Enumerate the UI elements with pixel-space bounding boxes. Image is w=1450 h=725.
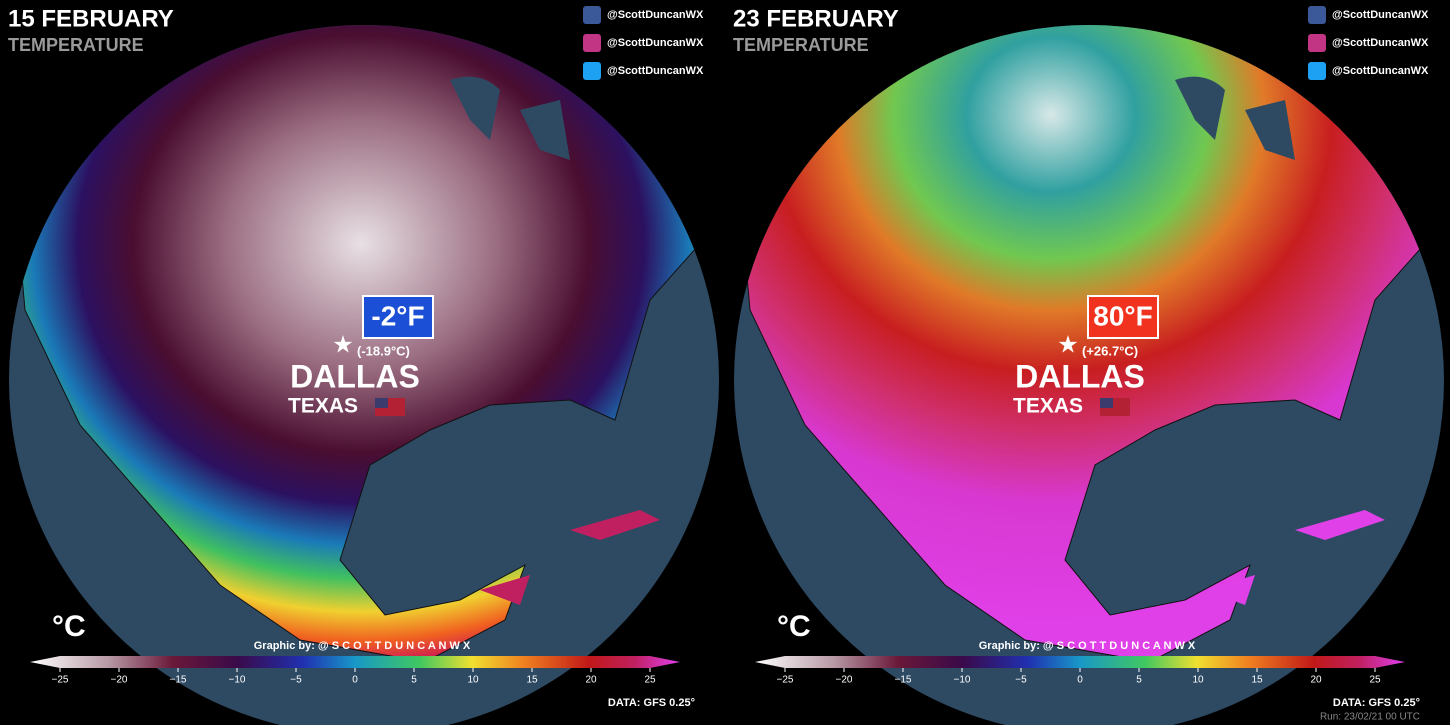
colorbar-tick-label: −5: [290, 675, 302, 686]
colorbar: [755, 656, 1405, 668]
social-icon: [583, 62, 601, 80]
state-name: TEXAS: [1013, 395, 1083, 418]
colorbar-tick-label: −15: [170, 675, 187, 686]
colorbar-tick-label: 20: [1310, 675, 1322, 686]
temperature-box: [362, 295, 434, 339]
city-name: DALLAS: [290, 358, 420, 394]
colorbar-tick-label: 0: [1077, 675, 1083, 686]
social-icon: [583, 6, 601, 24]
map-panel: 15 FEBRUARY TEMPERATURE @ScottDuncanWX @Sco…: [8, 5, 719, 725]
social-handle: @ScottDuncanWX: [1332, 9, 1429, 21]
model-run: Run: 23/02/21 00 UTC: [1320, 712, 1420, 723]
colorbar-tick-label: 20: [585, 675, 597, 686]
social-icon: [583, 34, 601, 52]
social-icon: [1308, 34, 1326, 52]
land-group: [734, 25, 1438, 663]
us-flag-canton: [1100, 398, 1113, 408]
social-icon: [1308, 62, 1326, 80]
map-panel: 23 FEBRUARY TEMPERATURE @ScottDuncanWX @Sco…: [725, 0, 1450, 725]
celsius-value: (+26.7°C): [1082, 343, 1138, 358]
social-handle: @ScottDuncanWX: [1332, 37, 1429, 49]
colorbar-tick-label: 25: [1369, 675, 1381, 686]
colorbar-tick-label: 15: [526, 675, 538, 686]
colorbar-tick-label: 5: [411, 675, 417, 686]
caribbean-land: [1205, 510, 1385, 605]
colorbar-tick-label: 25: [644, 675, 656, 686]
colorbar-tick-label: 15: [1251, 675, 1263, 686]
graphic-credit: Graphic by: @ S C O T T D U N C A N W X: [254, 640, 471, 652]
colorbar-tick-label: −20: [836, 675, 853, 686]
temperature-value: 80°F: [1093, 300, 1152, 331]
colorbar-tick-label: −25: [777, 675, 794, 686]
state-name: TEXAS: [288, 395, 358, 418]
colorbar-tick-label: −15: [895, 675, 912, 686]
data-source: DATA: GFS 0.25°: [1333, 697, 1420, 709]
colorbar: [30, 656, 680, 668]
caribbean-land: [480, 510, 660, 605]
social-icon: [1308, 6, 1326, 24]
panel-title: 23 FEBRUARY: [733, 5, 899, 32]
social-handle: @ScottDuncanWX: [607, 37, 704, 49]
colorbar-tick-label: −10: [229, 675, 246, 686]
great-lakes: [1175, 76, 1295, 160]
social-handle: @ScottDuncanWX: [607, 9, 704, 21]
temperature-box: [1087, 295, 1159, 339]
data-source: DATA: GFS 0.25°: [608, 697, 695, 709]
city-marker: ★: [332, 331, 354, 358]
great-lakes: [450, 76, 570, 160]
colorbar-tick-label: −10: [954, 675, 971, 686]
social-handle: @ScottDuncanWX: [1332, 65, 1429, 77]
social-handle: @ScottDuncanWX: [607, 65, 704, 77]
unit-label: °C: [52, 610, 86, 643]
city-marker: ★: [1057, 331, 1079, 358]
city-name: DALLAS: [1015, 358, 1145, 394]
panel-subtitle: TEMPERATURE: [8, 35, 144, 55]
unit-label: °C: [777, 610, 811, 643]
us-flag-canton: [375, 398, 388, 408]
colorbar-tick-label: 5: [1136, 675, 1142, 686]
panel-title: 15 FEBRUARY: [8, 5, 174, 32]
colorbar-tick-label: 10: [1192, 675, 1204, 686]
graphic-credit: Graphic by: @ S C O T T D U N C A N W X: [979, 640, 1196, 652]
panel-subtitle: TEMPERATURE: [733, 35, 869, 55]
colorbar-tick-label: 10: [467, 675, 479, 686]
celsius-value: (-18.9°C): [357, 343, 410, 358]
temperature-value: -2°F: [371, 300, 424, 331]
colorbar-tick-label: −25: [52, 675, 69, 686]
colorbar-tick-label: 0: [352, 675, 358, 686]
colorbar-tick-label: −20: [111, 675, 128, 686]
colorbar-tick-label: −5: [1015, 675, 1027, 686]
